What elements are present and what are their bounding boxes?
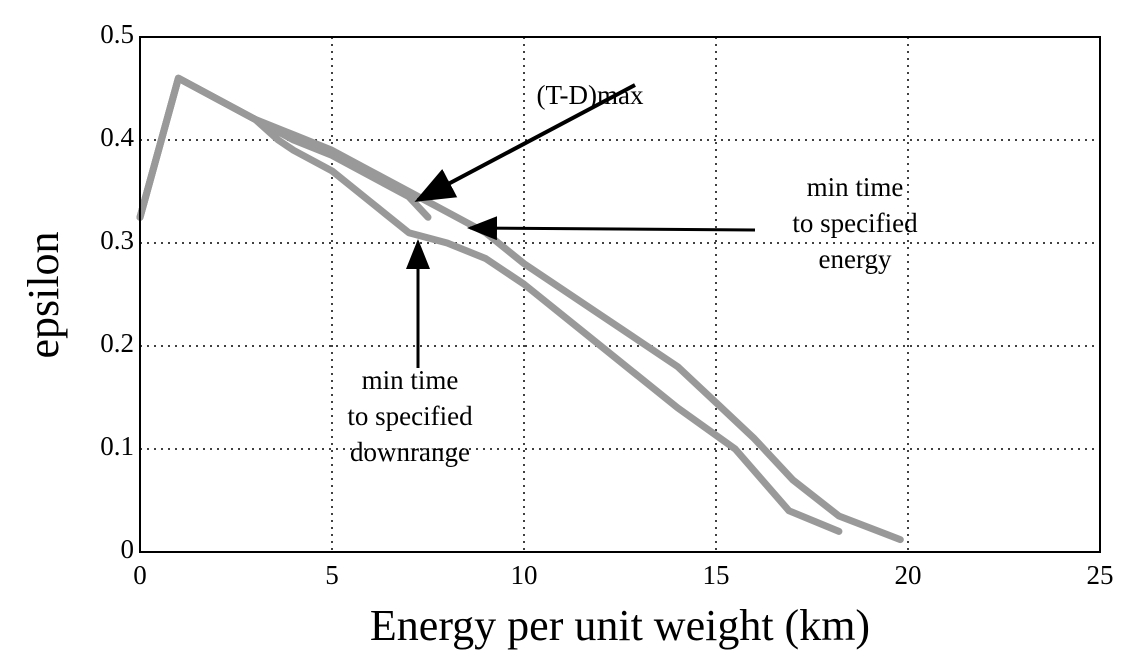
x-tick-label: 25 bbox=[1087, 560, 1114, 590]
x-tick-label: 10 bbox=[511, 560, 538, 590]
plot-frame bbox=[139, 36, 1101, 553]
grid bbox=[139, 36, 1101, 553]
annotation: to specified bbox=[792, 208, 918, 238]
x-tick-label: 20 bbox=[895, 560, 922, 590]
curve bbox=[136, 74, 843, 535]
annotation: to specified bbox=[347, 401, 473, 431]
annotation: min time bbox=[362, 365, 459, 395]
x-tick-label: 15 bbox=[703, 560, 730, 590]
curve bbox=[136, 74, 904, 544]
curves bbox=[136, 74, 904, 544]
annotation: downrange bbox=[350, 437, 470, 467]
y-tick-label: 0 bbox=[121, 534, 135, 564]
y-tick-label: 0.4 bbox=[100, 122, 134, 152]
y-tick-label: 0.3 bbox=[100, 225, 134, 255]
y-tick-label: 0.1 bbox=[100, 431, 134, 461]
annotation: min time bbox=[807, 172, 904, 202]
annotation: energy bbox=[819, 244, 892, 274]
y-tick-label: 0.5 bbox=[100, 19, 134, 49]
x-tick-label: 0 bbox=[133, 560, 147, 590]
y-axis-label: epsilon bbox=[19, 231, 68, 358]
y-tick-label: 0.2 bbox=[100, 328, 134, 358]
arrow bbox=[414, 83, 636, 202]
x-axis-label: Energy per unit weight (km) bbox=[370, 601, 870, 650]
annotation: (T-D)max bbox=[537, 80, 644, 110]
arrow bbox=[467, 216, 756, 241]
x-tick-label: 5 bbox=[325, 560, 339, 590]
